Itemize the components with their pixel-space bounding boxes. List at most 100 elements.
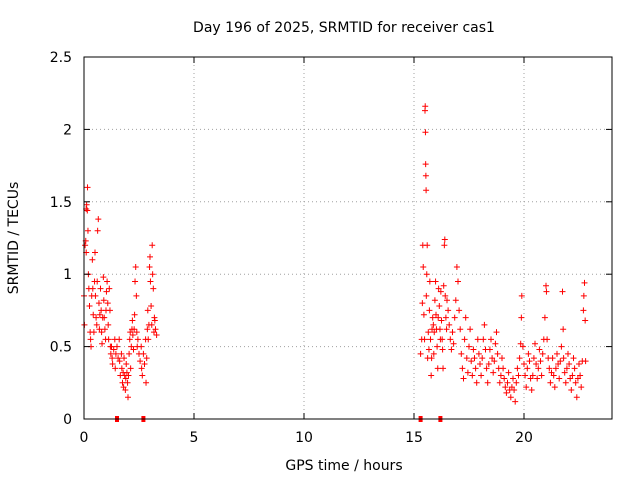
data-point: [507, 394, 514, 401]
data-point: [417, 350, 424, 357]
data-point: [138, 365, 145, 372]
data-point: [451, 314, 458, 321]
data-point: [131, 311, 138, 318]
data-point: [428, 355, 435, 362]
data-point: [538, 372, 545, 379]
data-point: [552, 365, 559, 372]
data-point: [445, 307, 452, 314]
data-point: [103, 288, 110, 295]
data-point: [532, 340, 538, 347]
data-point: [109, 355, 116, 362]
data-point: [149, 242, 156, 249]
data-point: [469, 372, 476, 379]
data-point: [458, 350, 465, 357]
data-point: [550, 372, 557, 379]
data-point: [421, 336, 428, 343]
data-point: [441, 236, 448, 243]
data-point: [442, 292, 449, 299]
data-point: [114, 343, 120, 350]
data-point: [480, 336, 487, 343]
data-point: [497, 372, 504, 379]
data-point: [130, 346, 137, 353]
data-point: [557, 358, 564, 365]
data-point: [424, 242, 431, 249]
data-point: [470, 346, 477, 353]
data-point: [569, 372, 576, 379]
data-point: [420, 263, 427, 270]
data-point: [455, 278, 461, 285]
data-point: [419, 300, 426, 307]
data-point: [426, 278, 433, 285]
data-point: [512, 398, 519, 405]
data-point: [134, 336, 141, 343]
data-point: [147, 253, 153, 260]
data-point: [435, 314, 442, 321]
data-point: [576, 360, 582, 367]
data-point: [461, 336, 468, 343]
y-tick-label: 1.5: [50, 195, 72, 211]
data-point: [485, 360, 492, 367]
data-point: [582, 317, 589, 324]
data-point: [144, 307, 151, 314]
data-point: [125, 394, 131, 401]
data-point: [125, 372, 132, 379]
data-point: [565, 350, 571, 357]
data-point: [122, 387, 129, 394]
data-point: [486, 346, 493, 353]
data-point: [530, 355, 537, 362]
data-point: [110, 346, 117, 353]
data-point: [139, 372, 146, 379]
data-point: [518, 314, 525, 321]
data-point: [132, 263, 139, 270]
data-point: [468, 358, 475, 365]
data-point: [481, 321, 488, 328]
data-point: [148, 321, 155, 328]
data-point: [456, 307, 463, 314]
points-layer: [81, 103, 589, 422]
data-point: [106, 285, 113, 292]
data-point: [133, 292, 140, 299]
data-point: [84, 227, 91, 234]
data-point: [97, 285, 104, 292]
data-point: [90, 311, 97, 318]
data-point: [105, 321, 112, 328]
data-point: [570, 355, 577, 362]
x-axis-label: GPS time / hours: [285, 458, 402, 474]
data-point: [124, 379, 131, 386]
data-point: [116, 358, 123, 365]
data-point: [505, 369, 512, 376]
data-point: [547, 379, 554, 386]
data-point: [558, 343, 565, 350]
data-point: [112, 350, 119, 357]
data-point: [90, 329, 97, 336]
data-point: [428, 372, 435, 379]
data-point: [434, 343, 441, 350]
data-point: [425, 346, 432, 353]
data-point: [422, 103, 429, 110]
data-point: [463, 355, 470, 362]
data-point: [425, 329, 432, 336]
data-point: [116, 336, 123, 343]
data-point: [514, 365, 521, 372]
data-point: [522, 372, 529, 379]
data-point: [87, 336, 94, 343]
data-point: [519, 343, 526, 350]
data-point: [464, 369, 471, 376]
data-point: [152, 326, 159, 333]
data-point: [132, 278, 139, 285]
y-tick-label: 2.5: [50, 50, 72, 66]
data-point: [523, 384, 530, 391]
data-point: [484, 379, 491, 386]
data-point: [493, 329, 500, 336]
grid: [84, 57, 612, 419]
data-point: [529, 372, 536, 379]
data-point: [119, 379, 126, 386]
data-point: [566, 360, 573, 367]
y-tick-label: 0.5: [50, 340, 72, 356]
data-point: [437, 288, 444, 295]
data-point: [488, 336, 494, 343]
data-point: [420, 311, 427, 318]
data-point: [503, 389, 510, 396]
data-point: [475, 350, 482, 357]
data-point: [459, 365, 466, 372]
